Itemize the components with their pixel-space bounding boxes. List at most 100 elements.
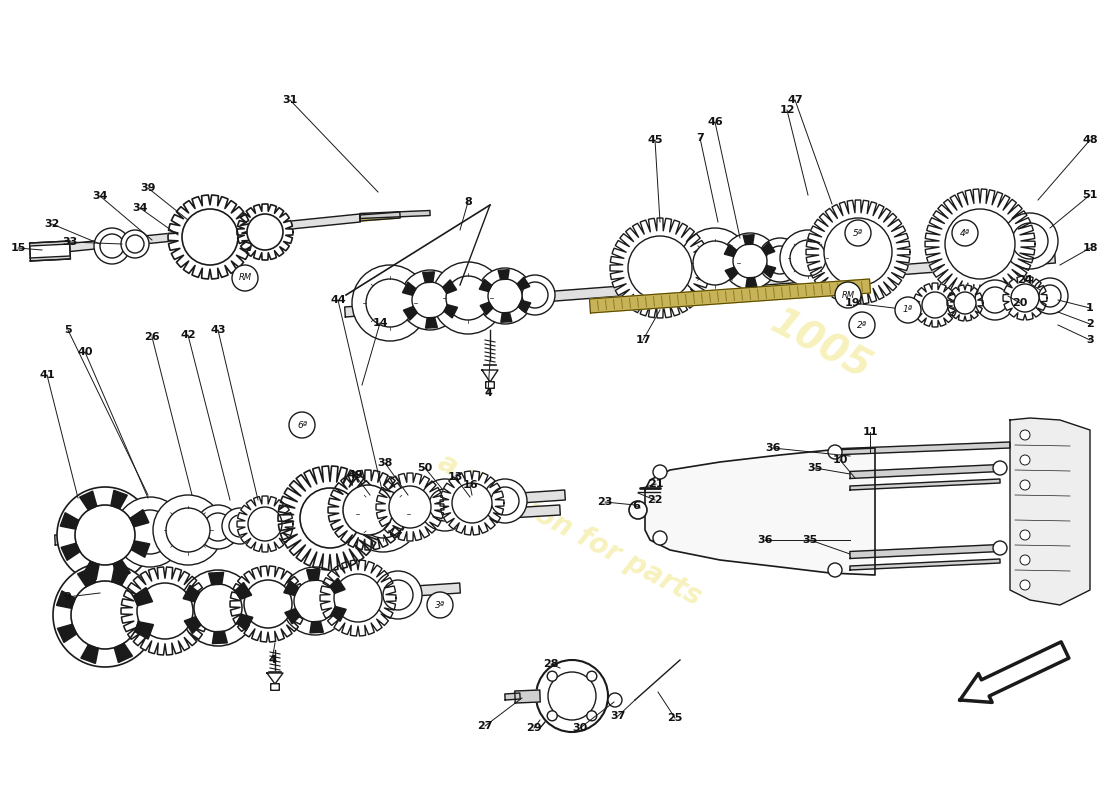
Polygon shape <box>340 490 565 515</box>
Polygon shape <box>307 569 320 581</box>
Polygon shape <box>505 693 520 700</box>
Text: 37: 37 <box>610 711 626 721</box>
Circle shape <box>1020 530 1030 540</box>
Polygon shape <box>444 305 458 318</box>
Text: 33: 33 <box>63 237 78 247</box>
Polygon shape <box>278 466 382 570</box>
Circle shape <box>1020 555 1030 565</box>
Text: 1ª: 1ª <box>903 306 913 314</box>
Polygon shape <box>480 279 492 292</box>
Polygon shape <box>236 614 253 630</box>
Polygon shape <box>111 490 128 509</box>
Text: 46: 46 <box>707 117 723 127</box>
Circle shape <box>248 507 282 541</box>
Text: 35: 35 <box>807 463 823 473</box>
Polygon shape <box>209 572 223 585</box>
Polygon shape <box>515 690 540 703</box>
Polygon shape <box>725 267 738 280</box>
Circle shape <box>427 592 453 618</box>
Text: 27: 27 <box>477 721 493 731</box>
Circle shape <box>945 209 1015 279</box>
Text: 10: 10 <box>833 455 848 465</box>
Circle shape <box>446 276 490 320</box>
Text: 43: 43 <box>210 325 225 335</box>
Text: 30: 30 <box>572 723 587 733</box>
Polygon shape <box>331 606 346 622</box>
Text: 28: 28 <box>543 659 559 669</box>
Circle shape <box>993 461 1007 475</box>
Text: 3: 3 <box>1086 335 1093 345</box>
Text: 20: 20 <box>1012 298 1027 308</box>
Polygon shape <box>829 442 1010 455</box>
Circle shape <box>586 671 597 682</box>
Circle shape <box>828 445 842 459</box>
Text: 4: 4 <box>268 655 276 665</box>
Polygon shape <box>133 587 153 606</box>
Circle shape <box>121 230 148 258</box>
Text: 6ª: 6ª <box>297 421 307 430</box>
Circle shape <box>343 485 393 535</box>
Circle shape <box>1032 278 1068 314</box>
Circle shape <box>289 412 315 438</box>
Text: RM: RM <box>239 274 252 282</box>
Text: 3ª: 3ª <box>434 601 446 610</box>
Polygon shape <box>78 567 96 586</box>
Text: 2ª: 2ª <box>857 321 867 330</box>
Polygon shape <box>62 543 80 560</box>
Polygon shape <box>360 212 400 221</box>
Polygon shape <box>806 200 910 304</box>
Text: 45: 45 <box>647 135 662 145</box>
Circle shape <box>383 580 412 610</box>
Circle shape <box>412 282 448 318</box>
Polygon shape <box>481 302 493 315</box>
Polygon shape <box>81 645 98 663</box>
Polygon shape <box>310 622 323 633</box>
Circle shape <box>244 580 292 628</box>
Circle shape <box>138 583 192 639</box>
Text: 5: 5 <box>64 325 72 335</box>
Circle shape <box>366 279 414 327</box>
Text: 23: 23 <box>597 497 613 507</box>
Polygon shape <box>947 285 983 321</box>
Circle shape <box>229 515 251 537</box>
Circle shape <box>680 228 750 298</box>
Text: 1005: 1005 <box>763 303 877 387</box>
Text: 16: 16 <box>462 480 477 490</box>
Circle shape <box>126 235 144 253</box>
Circle shape <box>166 508 210 552</box>
Text: 31: 31 <box>283 95 298 105</box>
Polygon shape <box>57 624 77 642</box>
Circle shape <box>222 508 258 544</box>
Polygon shape <box>913 283 957 327</box>
Text: 21: 21 <box>648 479 663 489</box>
Polygon shape <box>236 204 293 260</box>
Polygon shape <box>168 195 252 279</box>
Circle shape <box>849 312 875 338</box>
Circle shape <box>515 275 556 315</box>
Circle shape <box>204 513 232 541</box>
Polygon shape <box>285 609 300 624</box>
Text: 36: 36 <box>766 443 781 453</box>
Polygon shape <box>185 617 201 634</box>
Circle shape <box>429 489 461 521</box>
Circle shape <box>196 505 240 549</box>
Polygon shape <box>183 586 199 602</box>
Text: 18: 18 <box>1082 243 1098 253</box>
Circle shape <box>653 531 667 545</box>
Polygon shape <box>404 306 417 320</box>
Circle shape <box>522 282 548 308</box>
Circle shape <box>1020 480 1030 490</box>
Text: 13: 13 <box>448 472 463 482</box>
Circle shape <box>1020 430 1030 440</box>
Text: 11: 11 <box>862 427 878 437</box>
Polygon shape <box>518 300 530 313</box>
Polygon shape <box>30 244 70 258</box>
Circle shape <box>232 265 258 291</box>
Text: 41: 41 <box>40 370 55 380</box>
Text: 5ª: 5ª <box>852 229 864 238</box>
Polygon shape <box>131 541 150 558</box>
Text: 4ª: 4ª <box>960 229 970 238</box>
Text: a passion for parts: a passion for parts <box>433 449 706 611</box>
Circle shape <box>248 214 283 250</box>
Circle shape <box>72 581 139 649</box>
